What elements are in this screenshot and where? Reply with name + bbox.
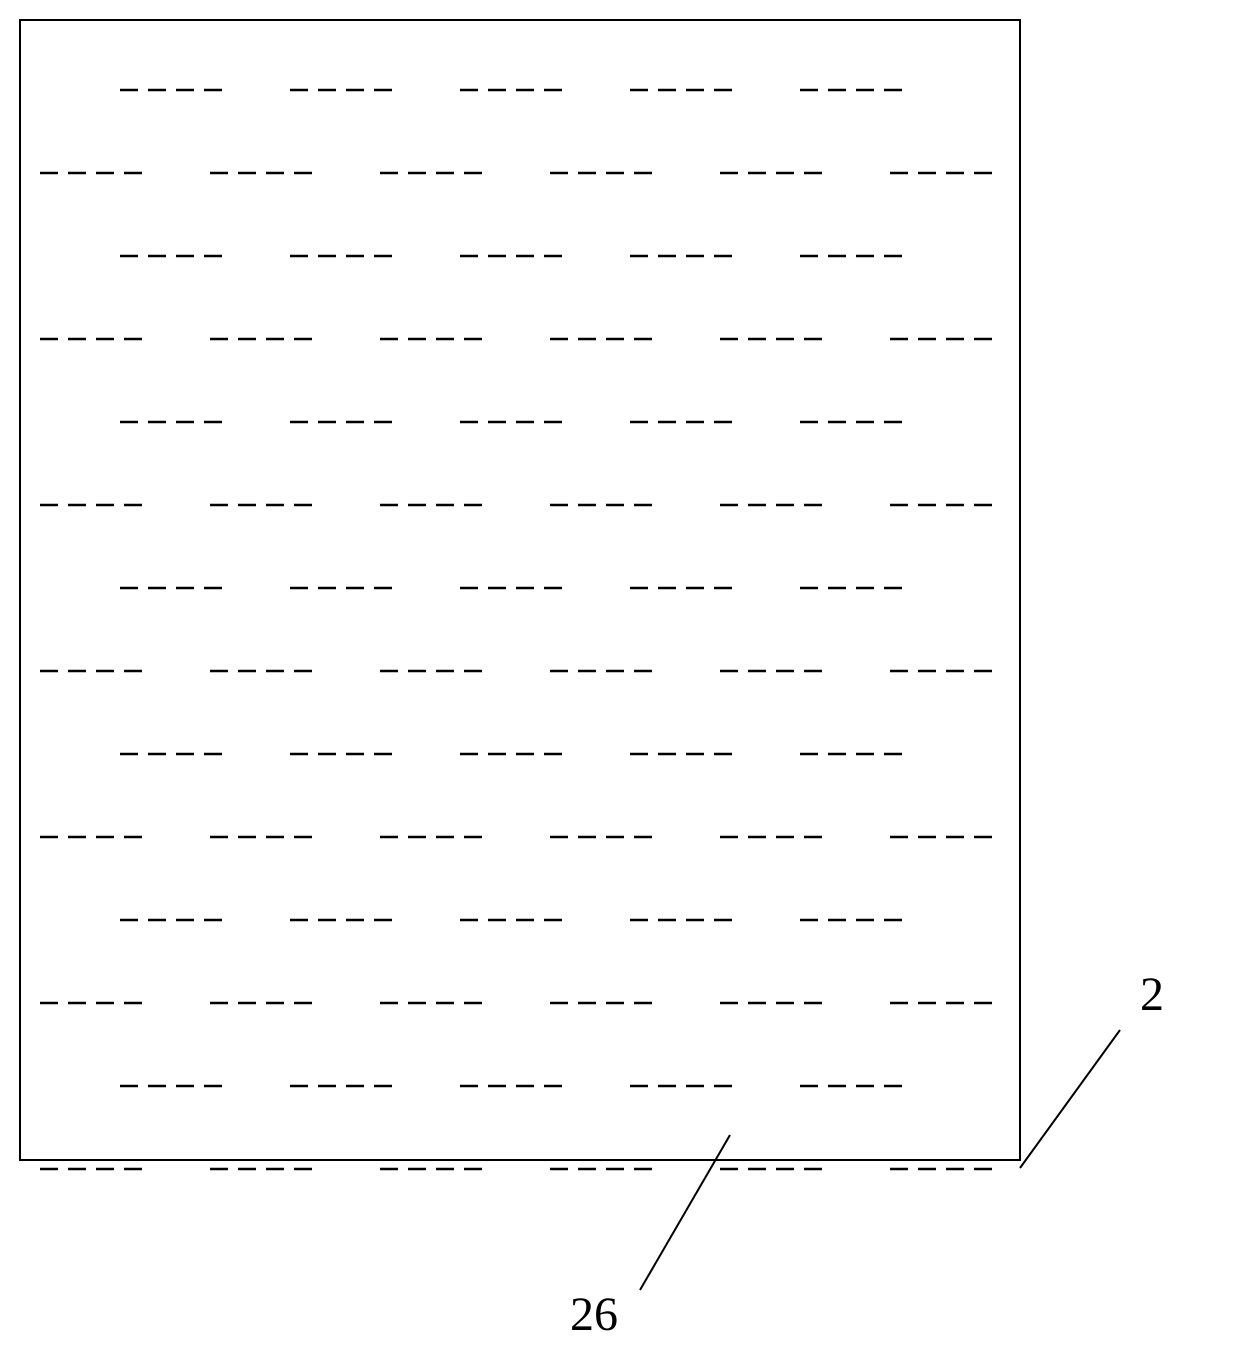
- outer-frame: [20, 20, 1020, 1160]
- callout-leader-26: [640, 1135, 730, 1290]
- callout-label-2: 2: [1140, 968, 1164, 1021]
- callout-label-26: 26: [570, 1288, 618, 1341]
- callout-leader-2: [1020, 1030, 1120, 1168]
